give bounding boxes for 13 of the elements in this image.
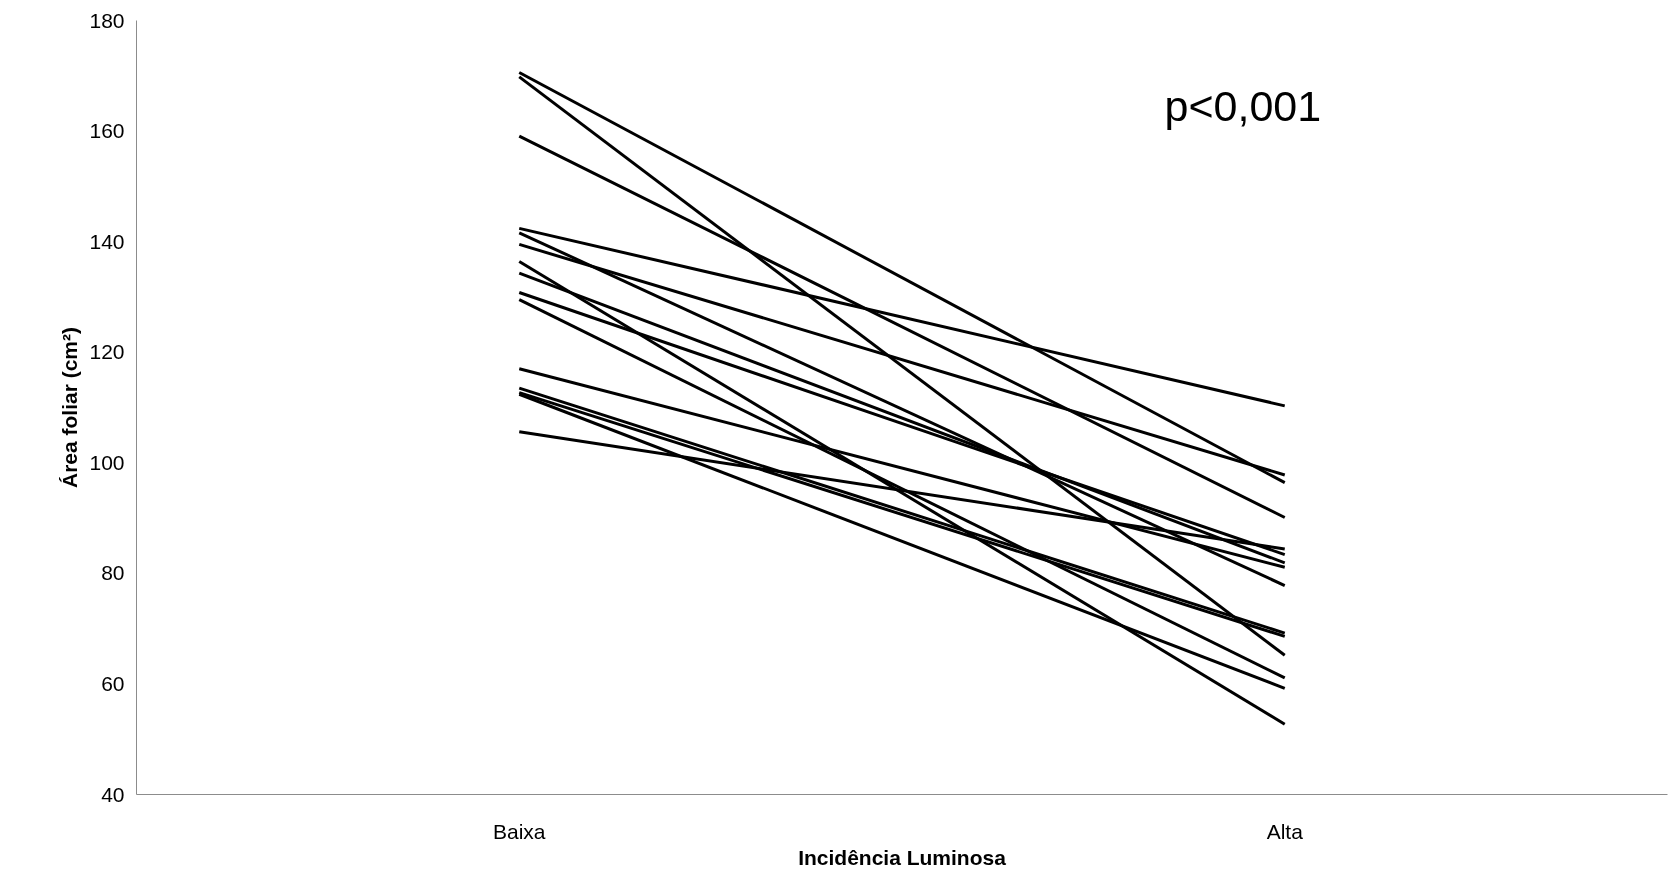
- x-tick-label: Baixa: [492, 819, 546, 843]
- y-tick-label: 100: [89, 450, 125, 474]
- y-tick-label: 180: [89, 8, 125, 32]
- x-tick-label: Alta: [1266, 819, 1304, 843]
- y-axis-title: Área foliar (cm²): [58, 326, 82, 489]
- y-tick-label: 60: [101, 671, 125, 695]
- y-tick-label: 40: [101, 782, 125, 806]
- y-tick-label: 160: [89, 119, 125, 143]
- y-tick-label: 120: [89, 340, 125, 364]
- x-axis-title: Incidência Luminosa: [798, 845, 1007, 869]
- y-tick-label: 140: [89, 229, 125, 253]
- y-tick-label: 80: [101, 561, 125, 585]
- annotation: p<0,001: [1164, 81, 1322, 130]
